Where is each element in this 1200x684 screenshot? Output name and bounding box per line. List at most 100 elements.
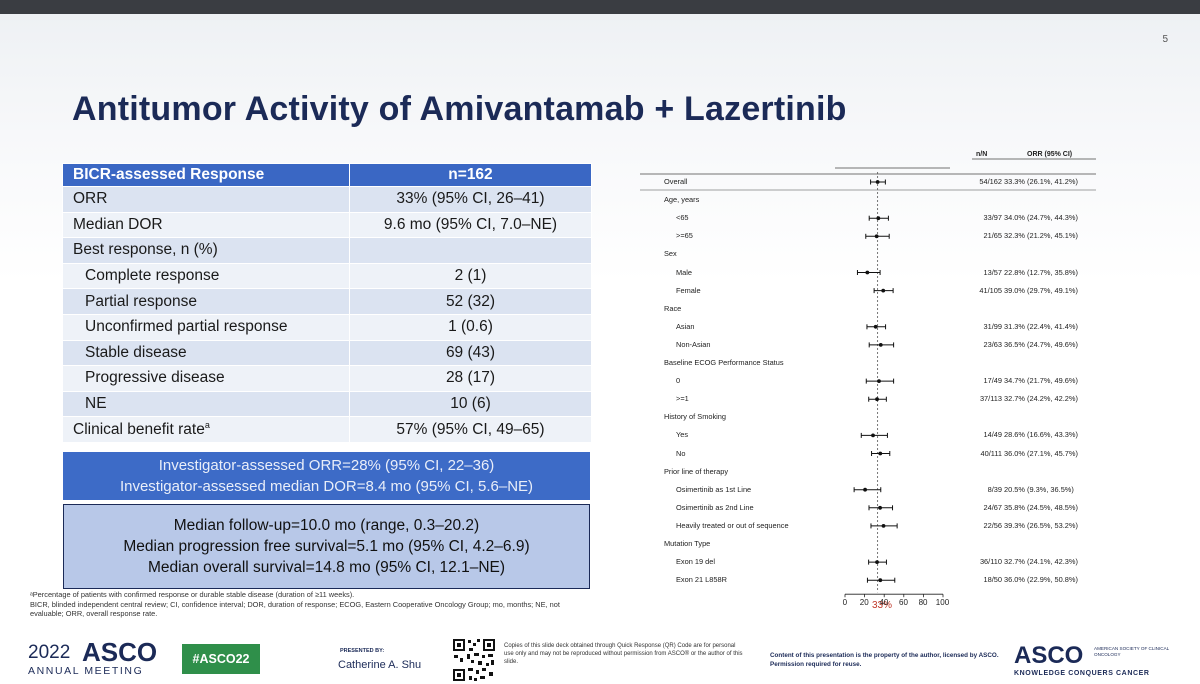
forest-nn-value: 17/49: [983, 376, 1003, 386]
row-value: 1 (0.6): [349, 313, 592, 341]
presenter-name: Catherine A. Shu: [338, 659, 422, 671]
forest-orr-value: 28.6% (16.6%, 43.3%): [1004, 430, 1078, 440]
row-value: 9.6 mo (95% CI, 7.0–NE): [349, 211, 592, 239]
table-row: NE 10 (6): [62, 390, 592, 418]
table-row: ORR 33% (95% CI, 26–41): [62, 186, 592, 213]
point-estimate: [878, 451, 883, 456]
table-row: Complete response 2 (1): [62, 262, 592, 290]
forest-nn-value: 8/39: [987, 484, 1002, 494]
table-row: Median DOR 9.6 mo (95% CI, 7.0–NE): [62, 211, 592, 239]
row-value: 69 (43): [349, 339, 592, 367]
x-tick-label: 100: [935, 598, 950, 608]
forest-orr-value: 33.3% (26.1%, 41.2%): [1004, 177, 1078, 186]
forest-orr-value: 32.7% (24.2%, 42.2%): [1004, 394, 1078, 404]
asco-society-name: AMERICAN SOCIETY OF CLINICAL ONCOLOGY: [1094, 646, 1170, 657]
forest-row-label: Non-Asian: [676, 339, 711, 349]
point-estimate: [865, 270, 870, 275]
row-label: NE: [62, 390, 350, 418]
forest-nn-value: 14/49: [983, 430, 1003, 440]
forest-group-label: Prior line of therapy: [664, 466, 729, 476]
forest-orr-value: 36.0% (22.9%, 50.8%): [1004, 575, 1078, 585]
point-estimate: [863, 487, 867, 492]
table-row: Clinical benefit ratea 57% (95% CI, 49–6…: [62, 416, 592, 443]
followup-box: Median follow-up=10.0 mo (range, 0.3–20.…: [63, 504, 590, 589]
forest-group-label: History of Smoking: [664, 412, 727, 422]
table-header-n: n=162: [349, 163, 592, 187]
forest-orr-value: 36.0% (27.1%, 45.7%): [1004, 448, 1078, 458]
forest-row-label: Osimertinib as 2nd Line: [676, 502, 754, 512]
row-value: 28 (17): [349, 365, 592, 392]
forest-nn-value: 22/56: [983, 520, 1003, 530]
forest-row-label: Yes: [676, 430, 689, 440]
forest-orr-value: 34.0% (24.7%, 44.3%): [1004, 213, 1078, 223]
point-estimate: [874, 234, 879, 239]
table-header-row: BICR-assessed Response n=162: [62, 163, 592, 187]
footnote-marker: a: [204, 420, 210, 431]
qr-code-icon[interactable]: [452, 638, 496, 682]
x-tick-label: 20: [859, 598, 869, 608]
forest-nn-value: 21/65: [983, 231, 1003, 241]
row-label: Stable disease: [62, 339, 350, 367]
point-estimate: [877, 379, 881, 383]
footer-year: 2022: [28, 642, 71, 663]
col-header-nn: n/N: [976, 151, 988, 158]
page-number: 5: [1162, 34, 1168, 45]
investigator-assessed-box: Investigator-assessed ORR=28% (95% CI, 2…: [63, 452, 590, 500]
forest-orr-value: 20.5% (9.3%, 36.5%): [1004, 484, 1074, 494]
forest-group-label: Baseline ECOG Performance Status: [664, 358, 784, 367]
footnotes: ᵃPercentage of patients with confirmed r…: [30, 590, 590, 619]
forest-row-label: Male: [676, 267, 693, 277]
point-estimate: [878, 505, 882, 510]
row-value: 57% (95% CI, 49–65): [349, 416, 592, 443]
qr-note: Copies of this slide deck obtained throu…: [504, 643, 743, 665]
slide: 5 Antitumor Activity of Amivantamab + La…: [0, 14, 1200, 684]
forest-nn-value: 36/110: [979, 557, 1002, 567]
point-estimate: [878, 578, 883, 583]
forest-row-label: Exon 21 L858R: [676, 575, 727, 585]
row-label: Median DOR: [62, 211, 350, 239]
row-value: [349, 237, 592, 264]
x-tick-label: 80: [918, 598, 928, 608]
response-table: BICR-assessed Response n=162 ORR 33% (95…: [62, 163, 592, 443]
footnote-abbreviations: BICR, blinded independent central review…: [30, 599, 560, 619]
forest-nn-value: 33/97: [983, 213, 1003, 223]
presented-by-label: PRESENTED BY:: [340, 648, 385, 654]
forest-orr-value: 22.8% (12.7%, 35.8%): [1004, 267, 1078, 277]
forest-nn-value: 54/162: [979, 177, 1002, 186]
asco-logo-right: ASCO: [1014, 642, 1084, 669]
row-label: Complete response: [62, 262, 350, 290]
x-tick-label: 40: [879, 598, 889, 608]
median-pfs: Median progression free survival=5.1 mo …: [123, 538, 530, 555]
forest-row-label: Female: [676, 285, 701, 295]
forest-row-label: >=1: [676, 394, 689, 404]
investigator-orr: Investigator-assessed ORR=28% (95% CI, 2…: [158, 457, 495, 474]
forest-row-label: >=65: [676, 231, 693, 241]
forest-row-label: Exon 19 del: [676, 557, 716, 567]
forest-row-label: Overall: [664, 177, 688, 186]
forest-row-label: 0: [676, 376, 681, 386]
hashtag-badge: #ASCO22: [182, 644, 260, 674]
forest-nn-value: 18/50: [983, 575, 1003, 585]
footer-asco-logo: ASCO: [82, 637, 158, 667]
slide-title: Antitumor Activity of Amivantamab + Laze…: [72, 90, 847, 128]
forest-group-label: Age, years: [664, 195, 700, 205]
row-label: Partial response: [62, 288, 350, 315]
forest-group-label: Mutation Type: [664, 539, 711, 548]
point-estimate: [871, 433, 875, 438]
forest-row-label: Osimertinib as 1st Line: [676, 484, 752, 494]
asco-tagline: KNOWLEDGE CONQUERS CANCER: [1014, 670, 1150, 677]
median-os: Median overall survival=14.8 mo (95% CI,…: [147, 559, 506, 576]
forest-nn-value: 41/105: [979, 285, 1002, 295]
forest-orr-value: 31.3% (22.4%, 41.4%): [1004, 321, 1078, 331]
row-label-clinical-benefit: Clinical benefit ratea: [62, 416, 350, 443]
point-estimate: [881, 524, 886, 528]
point-estimate: [881, 288, 886, 293]
row-value: 2 (1): [349, 262, 592, 290]
table-row: Best response, n (%): [62, 237, 592, 264]
row-label: ORR: [62, 186, 350, 213]
forest-group-label: Sex: [664, 249, 677, 259]
point-estimate: [873, 324, 878, 329]
forest-orr-value: 35.8% (24.5%, 48.5%): [1004, 502, 1078, 512]
forest-nn-value: 40/111: [980, 448, 1002, 458]
forest-row-label: Asian: [676, 321, 695, 331]
